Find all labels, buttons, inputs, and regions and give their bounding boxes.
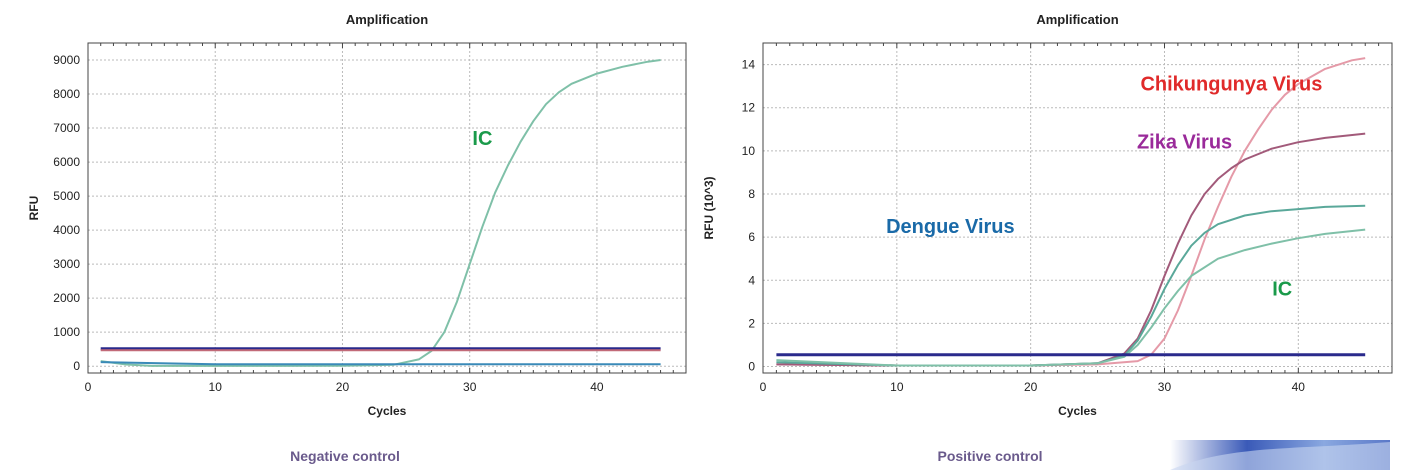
x-tick-label: 30 [1158, 380, 1172, 394]
y-tick-label: 7000 [53, 121, 80, 135]
y-tick-label: 10 [742, 144, 756, 158]
y-tick-label: 1000 [53, 325, 80, 339]
y-tick-label: 6 [748, 230, 755, 244]
x-tick-label: 40 [1292, 380, 1306, 394]
y-axis-label: RFU (10^3) [702, 176, 716, 239]
x-tick-label: 10 [209, 380, 223, 394]
y-tick-label: 12 [742, 101, 756, 115]
y-axis-label: RFU [27, 196, 41, 221]
x-tick-label: 20 [1024, 380, 1038, 394]
negative-control-caption: Negative control [290, 448, 400, 464]
x-tick-label: 40 [590, 380, 604, 394]
series-line [776, 132, 1366, 367]
y-tick-label: 4 [748, 273, 755, 287]
series-annotation: Zika Virus [1137, 132, 1232, 154]
y-tick-label: 3000 [53, 257, 80, 271]
y-tick-label: 6000 [53, 155, 80, 169]
y-tick-label: 14 [742, 58, 756, 72]
series-line [776, 57, 1366, 367]
series-line [100, 59, 661, 367]
y-tick-label: 0 [748, 360, 755, 374]
logo-swoosh-graphic [1170, 440, 1390, 470]
chart-2: Amplification 0 10 20 30 40 0 2 4 6 8 10 12 14 Cycles R… [702, 12, 1393, 418]
y-tick-label: 5000 [53, 189, 80, 203]
y-tick-label: 8000 [53, 87, 80, 101]
series-annotation: IC [1272, 278, 1292, 300]
y-tick-label: 4000 [53, 223, 80, 237]
y-tick-label: 2 [748, 316, 755, 330]
x-tick-label: 20 [336, 380, 350, 394]
x-tick-label: 0 [760, 380, 767, 394]
series-line [776, 228, 1366, 367]
series-annotation: IC [472, 128, 492, 150]
y-tick-label: 9000 [53, 53, 80, 67]
plot-frame [87, 42, 687, 374]
plot-frame [762, 42, 1393, 374]
x-axis-label: Cycles [368, 404, 407, 418]
chart-title: Amplification [346, 12, 428, 27]
y-tick-label: 8 [748, 187, 755, 201]
chart-title: Amplification [1036, 12, 1118, 27]
positive-control-caption: Positive control [937, 448, 1043, 464]
series-annotation: Chikungunya Virus [1140, 73, 1322, 95]
y-tick-label: 0 [73, 359, 80, 373]
series-line [100, 361, 661, 366]
x-tick-label: 0 [85, 380, 92, 394]
x-axis-label: Cycles [1058, 404, 1097, 418]
x-tick-label: 30 [463, 380, 477, 394]
y-tick-label: 2000 [53, 291, 80, 305]
chart-1: Amplification 0 10 20 30 40 0 1000 2000 3000 4000 5… [27, 12, 687, 418]
x-tick-label: 10 [890, 380, 904, 394]
series-annotation: Dengue Virus [886, 216, 1015, 238]
